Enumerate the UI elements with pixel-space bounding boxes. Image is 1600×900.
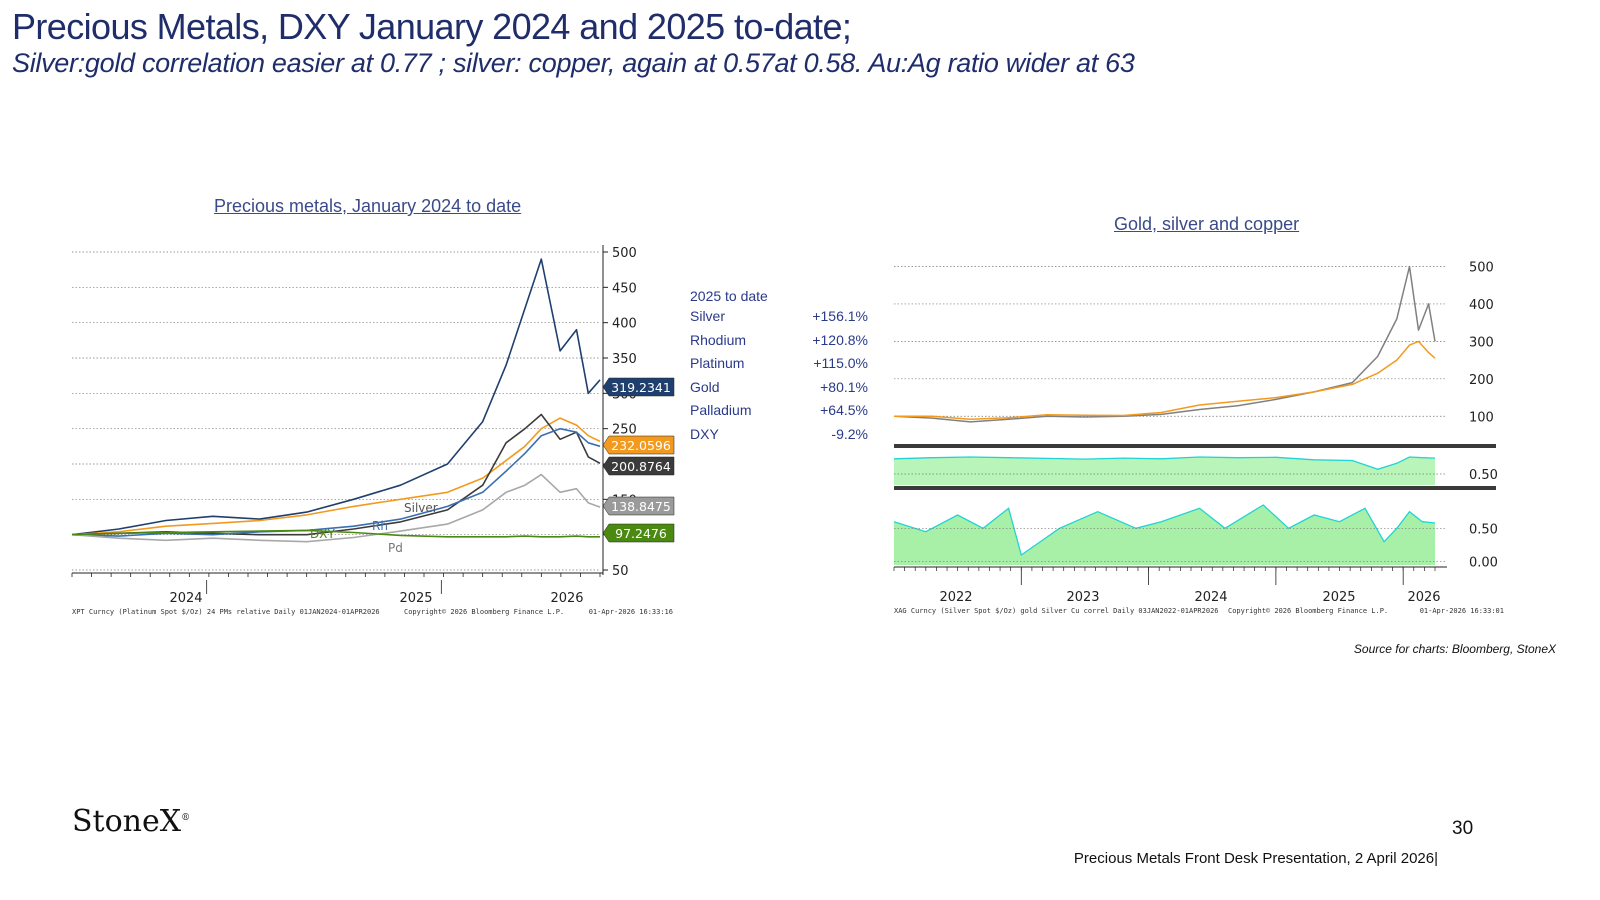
- perf-row-name: Rhodium: [690, 331, 747, 348]
- y-tick-label: 250: [612, 423, 637, 438]
- series-line-0: [71, 258, 601, 536]
- inline-series-label: Pd: [388, 541, 403, 555]
- perf-table-heading: 2025 to date: [690, 288, 768, 304]
- last-value-tag-bg: [602, 496, 675, 516]
- x-tick-label: 2026: [550, 591, 583, 606]
- last-value-tag: 200.8764: [602, 456, 675, 476]
- right-chart-footer-left: XAG Curncy (Silver Spot $/Oz) gold Silve…: [894, 607, 1219, 615]
- top-series-line-0: [893, 265, 1436, 423]
- perf-row-dxy: DXY -9.2%: [690, 426, 868, 450]
- y-tick-label: 500: [612, 246, 637, 261]
- series-line-4: [71, 473, 601, 543]
- left-chart-footer-left: XPT Curncy (Platinum Spot $/Oz) 24 PMs r…: [72, 608, 380, 616]
- y-tick-label: 0.50: [1469, 468, 1498, 483]
- last-value-tag-bg: [602, 377, 675, 397]
- series-line-5: [71, 529, 600, 538]
- panel-separator: [894, 444, 1496, 448]
- left-chart-footer-mid: Copyright© 2026 Bloomberg Finance L.P.: [404, 608, 564, 616]
- inline-series-label: DXY: [310, 527, 335, 541]
- y-tick-label: 400: [1469, 298, 1494, 313]
- x-tick-label: 2025: [399, 591, 432, 606]
- y-tick-label: 0.50: [1469, 522, 1498, 537]
- series-line-1: [71, 417, 601, 536]
- panel-separator: [894, 486, 1496, 490]
- perf-row-rhodium: Rhodium +120.8%: [690, 332, 868, 356]
- perf-row-value: +156.1%: [812, 308, 868, 324]
- perf-row-platinum: Platinum +115.0%: [690, 355, 868, 379]
- last-value-tag: 138.8475: [602, 496, 675, 516]
- perf-row-value: -9.2%: [831, 425, 868, 442]
- y-tick-label: 450: [612, 281, 637, 296]
- perf-row-gold: Gold +80.1%: [690, 379, 868, 403]
- page-number: 30: [1452, 818, 1474, 839]
- y-tick-label: 200: [1469, 373, 1494, 388]
- x-tick-label: 2026: [1407, 590, 1440, 605]
- perf-row-name: Platinum: [690, 355, 745, 371]
- y-tick-label: 300: [1469, 335, 1494, 350]
- last-value-tag-text: 200.8764: [611, 459, 671, 474]
- inline-series-label: Silver: [404, 501, 438, 515]
- page-title: Precious Metals, DXY January 2024 and 20…: [12, 6, 852, 47]
- left-chart-footer-right: 01-Apr-2026 16:33:16: [589, 608, 673, 616]
- y-tick-label: 0.00: [1469, 556, 1498, 571]
- last-value-tag-text: 232.0596: [611, 438, 671, 453]
- x-tick-label: 2024: [1194, 590, 1227, 605]
- x-tick-label: 2024: [169, 591, 202, 606]
- perf-row-silver: Silver +156.1%: [690, 308, 868, 332]
- right-chart-footer-right: 01-Apr-2026 16:33:01: [1420, 607, 1504, 615]
- last-value-tag: 232.0596: [602, 435, 675, 455]
- top-series-line-1: [894, 340, 1436, 421]
- stonex-logo: StoneX®: [72, 804, 191, 839]
- perf-row-palladium: Palladium +64.5%: [690, 402, 868, 426]
- last-value-tag-bg: [602, 523, 675, 543]
- last-value-tag-text: 97.2476: [615, 526, 667, 541]
- y-tick-label: 350: [612, 352, 637, 367]
- inline-series-label: Rh: [372, 519, 388, 533]
- x-tick-label: 2025: [1322, 590, 1355, 605]
- last-value-tag: 97.2476: [602, 523, 675, 543]
- perf-row-value: +115.0%: [813, 355, 868, 371]
- series-line-3: [71, 427, 601, 537]
- last-value-tag-text: 138.8475: [611, 499, 671, 514]
- last-value-tag: 319.2341: [602, 377, 675, 397]
- perf-row-name: DXY: [690, 425, 719, 442]
- left-chart: 5010015020025030035040045050020242025202…: [71, 245, 675, 616]
- left-chart-title: Precious metals, January 2024 to date: [214, 196, 522, 216]
- y-tick-label: 50: [612, 564, 629, 579]
- last-value-tag-bg: [602, 456, 675, 476]
- right-chart-footer-mid: Copyright© 2026 Bloomberg Finance L.P.: [1228, 607, 1388, 615]
- source-note: Source for charts: Bloomberg, StoneX: [1353, 642, 1556, 656]
- perf-row-name: Gold: [690, 378, 720, 395]
- perf-row-value: +64.5%: [820, 402, 868, 418]
- x-tick-label: 2023: [1066, 590, 1099, 605]
- middle-area: [894, 457, 1435, 485]
- perf-row-value: +80.1%: [820, 378, 868, 395]
- last-value-tag-text: 319.2341: [611, 380, 671, 395]
- right-chart: 100 200 300 400 500 0.50 0.00 0.50 2022 2023 2024 2…: [893, 260, 1504, 615]
- page-subtitle: Silver:gold correlation easier at 0.77 ;…: [12, 48, 1135, 78]
- last-value-tag-bg: [602, 435, 675, 455]
- perf-row-name: Palladium: [690, 402, 752, 418]
- perf-row-value: +120.8%: [812, 331, 868, 348]
- y-tick-label: 100: [1469, 410, 1494, 425]
- footer-text: Precious Metals Front Desk Presentation,…: [1073, 850, 1438, 867]
- y-tick-label: 500: [1469, 260, 1494, 275]
- x-tick-label: 2022: [939, 590, 972, 605]
- right-chart-title: Gold, silver and copper: [1114, 214, 1300, 234]
- bottom-line: [893, 504, 1436, 557]
- middle-line: [893, 456, 1436, 470]
- y-tick-label: 400: [612, 317, 637, 332]
- perf-row-name: Silver: [690, 308, 726, 324]
- series-line-2: [71, 413, 601, 536]
- perf-table: 2025 to date Silver +156.1% Rhodium +120.8%…: [690, 288, 868, 449]
